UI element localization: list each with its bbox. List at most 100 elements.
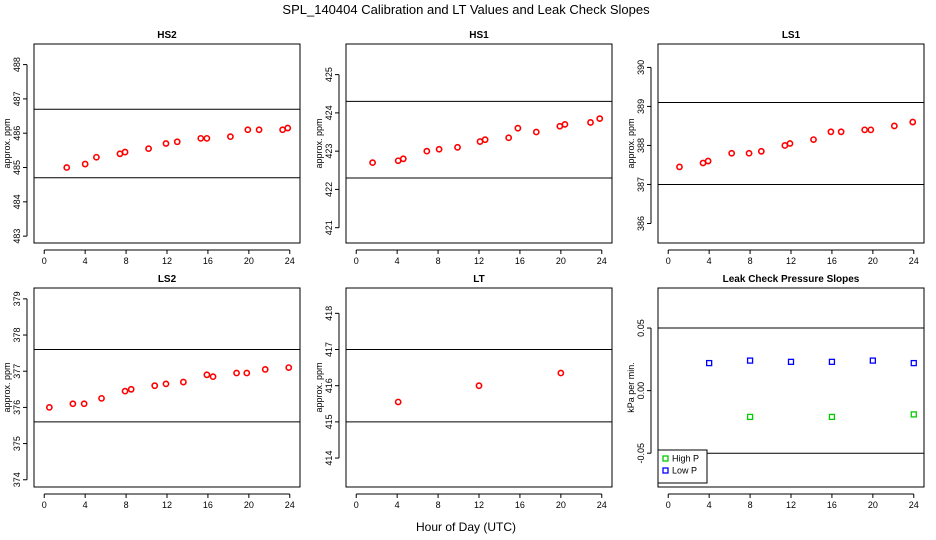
x-tick-label: 12 (474, 500, 484, 510)
data-point (151, 382, 159, 390)
data-point (910, 411, 917, 418)
legend-marker (662, 455, 669, 462)
y-tick-label: 388 (636, 138, 646, 153)
y-tick-label: 387 (636, 177, 646, 192)
data-point (80, 400, 88, 408)
y-tick-label: 418 (324, 306, 334, 321)
panel-title: LS1 (782, 30, 801, 41)
x-tick-label: 12 (162, 500, 172, 510)
data-point (454, 143, 461, 151)
x-tick-label: 20 (556, 256, 566, 266)
x-tick-label: 4 (395, 500, 400, 510)
data-point (514, 124, 522, 132)
y-tick-label: 0.00 (636, 382, 646, 400)
y-tick-label: 389 (636, 99, 646, 114)
data-point (837, 128, 845, 136)
panel-5: Leak Check Pressure Slopes 0 4 8 12 16 20 24 -0.… (626, 274, 925, 510)
plot-frame (33, 287, 301, 488)
data-point (173, 138, 181, 146)
y-tick-label: 423 (324, 144, 334, 159)
panel-title: Leak Check Pressure Slopes (723, 274, 860, 285)
x-tick-label: 12 (162, 256, 172, 266)
data-point (910, 359, 917, 367)
data-point (243, 369, 251, 377)
data-point (285, 364, 293, 371)
data-point (203, 134, 211, 142)
data-point (828, 413, 836, 421)
x-tick-label: 8 (748, 500, 753, 510)
x-tick-label: 16 (827, 256, 837, 266)
data-point (757, 147, 765, 155)
panel-3: LS2 0 4 8 12 16 20 24 374 375 376 377 378 379 approx. … (2, 274, 301, 510)
data-point (557, 369, 565, 377)
y-tick-label: 378 (12, 328, 22, 343)
x-tick-label: 20 (556, 500, 566, 510)
plot-frame (657, 43, 925, 244)
y-tick-label: 390 (636, 60, 646, 75)
data-point (786, 140, 794, 147)
data-point (810, 136, 817, 143)
data-point (746, 413, 754, 421)
panel-4: LT 0 4 8 12 16 20 24 414 415 416 417 418 approx. ppm (314, 274, 613, 510)
y-tick-label: 417 (324, 342, 334, 357)
data-point (81, 160, 89, 168)
legend-label: High P (672, 454, 699, 464)
x-tick-label: 0 (42, 256, 47, 266)
y-tick-label: 386 (636, 216, 646, 231)
x-tick-label: 4 (707, 256, 712, 266)
y-tick-label: 424 (324, 105, 334, 120)
data-point (869, 357, 876, 364)
data-point (706, 359, 713, 367)
x-tick-label: 8 (436, 256, 441, 266)
data-point (121, 387, 129, 395)
x-tick-label: 4 (83, 256, 88, 266)
data-point (746, 357, 754, 364)
x-tick-label: 12 (786, 500, 796, 510)
data-point (399, 155, 407, 163)
x-tick-label: 12 (474, 256, 484, 266)
data-point (162, 380, 170, 388)
data-point (435, 145, 443, 153)
data-point (63, 164, 71, 171)
legend-label: Low P (672, 466, 697, 476)
x-tick-label: 16 (203, 256, 213, 266)
data-point (284, 124, 292, 132)
x-tick-label: 0 (354, 500, 359, 510)
x-tick-label: 20 (244, 256, 254, 266)
data-point (45, 403, 53, 411)
x-tick-label: 4 (83, 500, 88, 510)
y-tick-label: 416 (324, 378, 334, 393)
data-point (227, 133, 234, 141)
main-title: SPL_140404 Calibration and LT Values and… (282, 2, 650, 17)
x-tick-label: 12 (786, 256, 796, 266)
data-point (93, 153, 100, 161)
x-axis-label: Hour of Day (UTC) (416, 520, 516, 534)
x-tick-label: 0 (354, 256, 359, 266)
y-tick-label: 483 (12, 229, 22, 244)
panel-1: HS1 0 4 8 12 16 20 24 421 422 423 424 425 approx. ppm (314, 30, 613, 266)
y-axis-label: approx. ppm (626, 118, 636, 168)
x-tick-label: 4 (707, 500, 712, 510)
data-point (587, 119, 594, 126)
y-tick-label: 377 (12, 364, 22, 379)
y-tick-label: 414 (324, 451, 334, 466)
legend-marker (662, 467, 669, 474)
y-tick-label: 488 (12, 57, 22, 72)
x-tick-label: 8 (748, 256, 753, 266)
data-point (481, 136, 489, 144)
data-point (890, 122, 898, 130)
y-tick-label: 422 (324, 182, 334, 197)
data-point (867, 126, 875, 134)
y-tick-label: 487 (12, 91, 22, 106)
x-tick-label: 16 (203, 500, 213, 510)
panel-2: LS1 0 4 8 12 16 20 24 386 387 388 389 390 approx. ppm (626, 30, 925, 266)
y-tick-label: 425 (324, 67, 334, 82)
data-point (98, 394, 105, 402)
y-axis-label: kPa per min. (626, 362, 636, 413)
x-tick-label: 24 (909, 256, 919, 266)
data-point (179, 378, 187, 386)
plot-frame (345, 287, 613, 488)
data-point (394, 398, 402, 406)
